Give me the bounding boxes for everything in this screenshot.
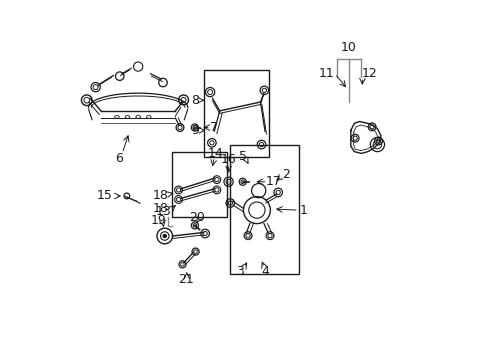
Text: 2: 2 [282,168,289,181]
Circle shape [163,234,166,238]
Text: 5: 5 [238,150,246,163]
Text: 1: 1 [299,204,307,217]
Text: 3: 3 [236,265,244,278]
Text: 7: 7 [210,121,218,134]
Text: 12: 12 [361,67,376,80]
Bar [203,70,269,157]
Bar [230,145,299,274]
Text: 18: 18 [152,202,168,215]
Text: 16: 16 [220,153,236,166]
Text: 17: 17 [265,175,281,188]
Bar [171,152,226,217]
Text: 18: 18 [152,189,168,202]
Text: 4: 4 [261,265,269,278]
Text: 8: 8 [190,94,199,107]
Text: 6: 6 [115,152,122,165]
Text: 11: 11 [318,67,334,80]
Text: 9: 9 [190,124,199,137]
Text: 21: 21 [178,274,194,287]
Text: 20: 20 [188,211,204,224]
Text: 14: 14 [207,147,223,160]
Text: 19: 19 [150,214,166,227]
Text: 15: 15 [96,189,112,202]
Text: 10: 10 [341,41,356,54]
Text: 13: 13 [156,206,171,219]
